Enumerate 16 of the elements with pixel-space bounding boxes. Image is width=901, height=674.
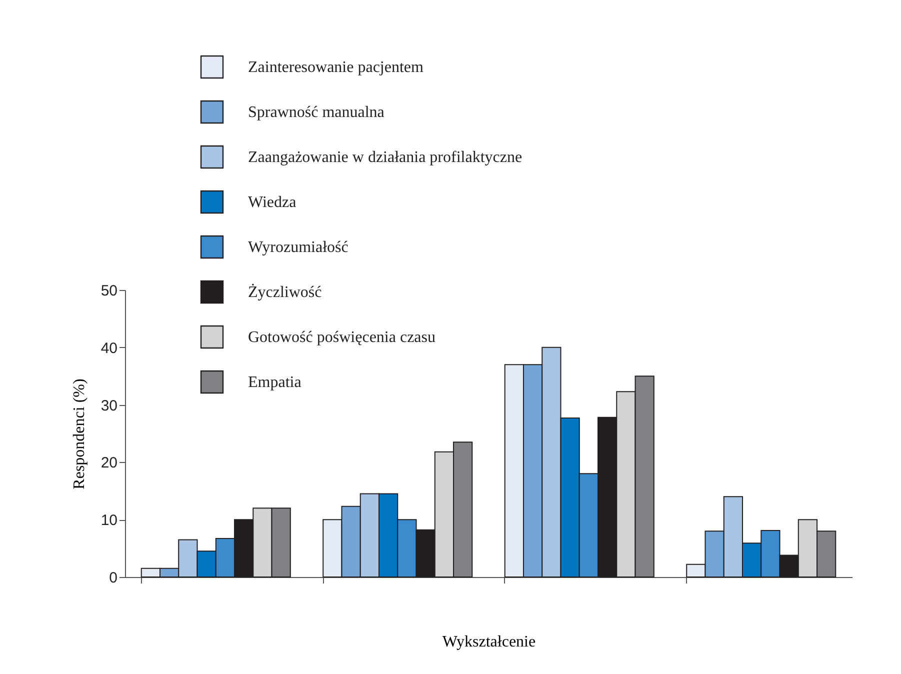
legend-label: Zaangażowanie w działania profilaktyczne <box>248 149 522 166</box>
legend-label: Gotowość poświęcenia czasu <box>248 329 436 346</box>
legend-label: Życzliwość <box>248 283 322 301</box>
y-tick-label: 10 <box>100 512 118 530</box>
y-tick-label: 30 <box>100 397 118 414</box>
legend-label: Wiedza <box>248 194 296 211</box>
y-tick-label: 20 <box>100 454 118 472</box>
legend-label: Wyrozumiałość <box>248 239 348 256</box>
legend-label: Empatia <box>248 374 302 391</box>
legend-label: Sprawność manualna <box>248 104 384 121</box>
y-tick-label: 40 <box>100 340 118 357</box>
y-tick-label: 0 <box>109 570 118 586</box>
x-axis-title: Wykształcenie <box>442 634 536 650</box>
legend-label: Zainteresowanie pacjentem <box>248 59 424 76</box>
y-tick-label: 50 <box>100 282 118 300</box>
y-axis-title: Respondenci (%) <box>70 378 88 490</box>
